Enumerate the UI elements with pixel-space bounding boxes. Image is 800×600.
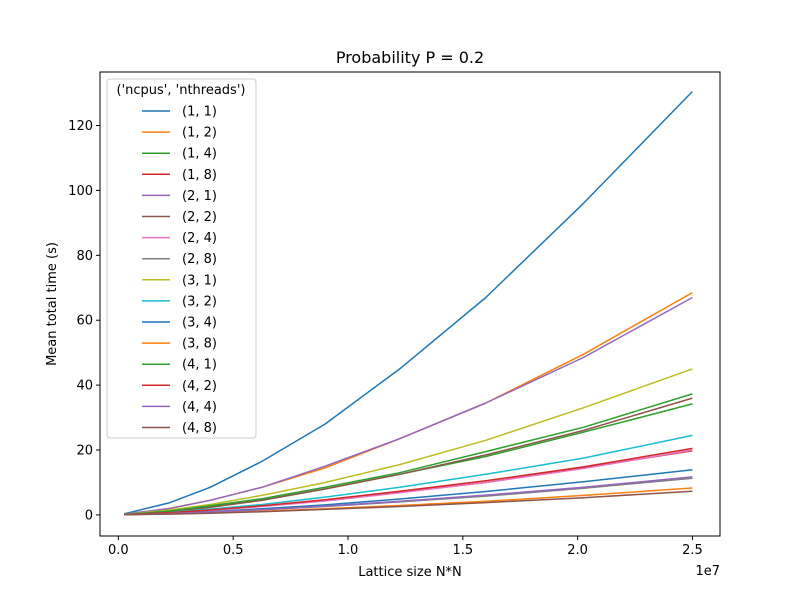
x-axis-offset-label: 1e7 (695, 564, 720, 579)
y-tick-label: 100 (68, 184, 93, 199)
legend-items: (1, 1) (1, 2) (1, 4) (1, 8) (2, 1) (2, 2) (2, … (142, 105, 217, 436)
legend-label: (2, 4) (182, 231, 217, 246)
legend-label: (3, 8) (182, 337, 217, 352)
x-tick-label: 2.0 (567, 543, 588, 558)
series-line-5 (124, 397, 693, 516)
plot-frame (99, 71, 721, 537)
x-axis-label: Lattice size N*N (358, 565, 462, 580)
y-tick-label: 60 (76, 314, 93, 329)
x-tick-label: 1.5 (452, 543, 473, 558)
legend-box (106, 78, 257, 439)
series-line-8 (124, 368, 693, 516)
y-tick-label: 20 (76, 444, 93, 459)
y-axis: 0 20 40 60 80 100 120 (68, 119, 100, 523)
series-line-14 (124, 476, 693, 516)
legend-label: (2, 2) (182, 210, 217, 225)
legend-label: (3, 1) (182, 273, 217, 288)
y-tick-label: 120 (68, 119, 93, 134)
legend: ('ncpus', 'nthreads') (1, 1) (1, 2) (1, 4)… (106, 78, 257, 439)
series-lines (123, 90, 693, 516)
x-tick-label: 2.5 (682, 543, 703, 558)
y-tick-label: 0 (85, 508, 93, 523)
series-line-13 (124, 447, 693, 516)
x-axis: 0.0 0.5 1.0 1.5 2.0 2.5 (108, 536, 703, 558)
legend-label: (1, 4) (182, 147, 217, 162)
legend-label: (3, 4) (182, 316, 217, 331)
legend-label: (2, 1) (182, 189, 217, 204)
legend-label: (2, 8) (182, 252, 217, 267)
x-tick-label: 1.0 (338, 543, 359, 558)
y-tick-label: 40 (76, 379, 93, 394)
legend-label: (4, 8) (182, 421, 217, 436)
series-line-4 (124, 296, 693, 516)
series-line-0 (123, 90, 693, 515)
legend-label: (3, 2) (182, 294, 217, 309)
legend-label: (4, 2) (182, 379, 217, 394)
legend-label: (1, 2) (182, 126, 217, 141)
x-tick-label: 0.0 (108, 543, 129, 558)
legend-title: ('ncpus', 'nthreads') (117, 83, 246, 98)
y-axis-label: Mean total time (s) (45, 242, 60, 366)
series-line-12 (124, 393, 693, 516)
plot-area (99, 71, 721, 537)
series-line-15 (124, 490, 693, 516)
x-tick-label: 0.5 (223, 543, 244, 558)
legend-label: (1, 1) (182, 105, 217, 120)
legend-label: (1, 8) (182, 168, 217, 183)
legend-label: (4, 4) (182, 400, 217, 415)
legend-label: (4, 1) (182, 358, 217, 373)
y-tick-label: 80 (76, 249, 93, 264)
chart-title: Probability P = 0.2 (336, 48, 484, 67)
